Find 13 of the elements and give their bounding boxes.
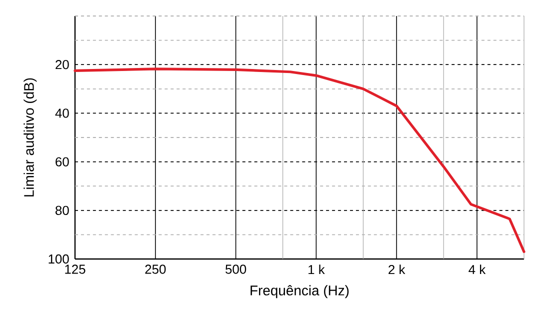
x-tick-label: 125 (65, 264, 86, 274)
y-axis-title: Limiar auditivo (dB) (24, 78, 37, 196)
x-tick-label: 500 (226, 264, 246, 274)
y-tick-label: 40 (55, 108, 69, 118)
y-tick-label: 80 (56, 206, 69, 215)
x-tick-label: 2 k (388, 264, 406, 274)
y-tick-label: 100 (48, 254, 69, 264)
x-axis-title: Frequência (Hz) (250, 285, 349, 298)
x-tick-label: 4 k (468, 264, 486, 274)
x-tick-label: 250 (145, 264, 166, 274)
y-tick-label: 60 (56, 157, 69, 166)
y-tick-label: 20 (56, 60, 69, 70)
x-tick-label: 1 k (308, 264, 325, 274)
